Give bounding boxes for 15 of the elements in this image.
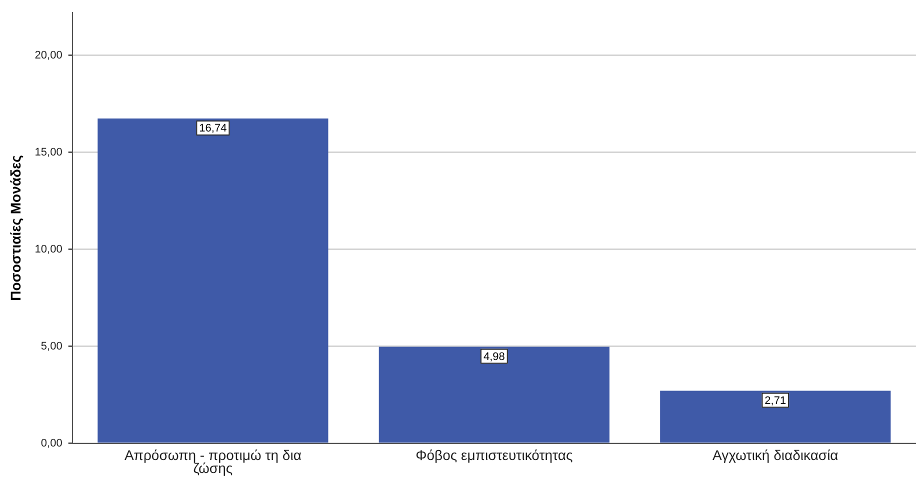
x-tick-label: Απρόσωπη - προτιμώ τη δια ζώσης [124, 446, 302, 476]
y-tick-label: 10,00 [34, 243, 62, 256]
data-label: 16,74 [199, 122, 227, 135]
data-label: 2,71 [764, 394, 786, 407]
y-tick-label: 5,00 [40, 340, 62, 352]
bar [378, 346, 610, 443]
y-tick-label: 0,00 [40, 437, 62, 450]
x-tick-label: Αγχωτική διαδικασία [712, 446, 838, 463]
bar [660, 390, 891, 443]
x-tick-label: Φόβος εμπιστευτικότητας [416, 446, 573, 463]
bar [98, 118, 328, 443]
y-tick-label: 15,00 [34, 146, 62, 158]
y-tick-label: 20,00 [34, 49, 62, 62]
y-axis-title: Ποσοστιαίες Μονάδες [7, 155, 24, 301]
data-label: 4,98 [483, 350, 505, 363]
